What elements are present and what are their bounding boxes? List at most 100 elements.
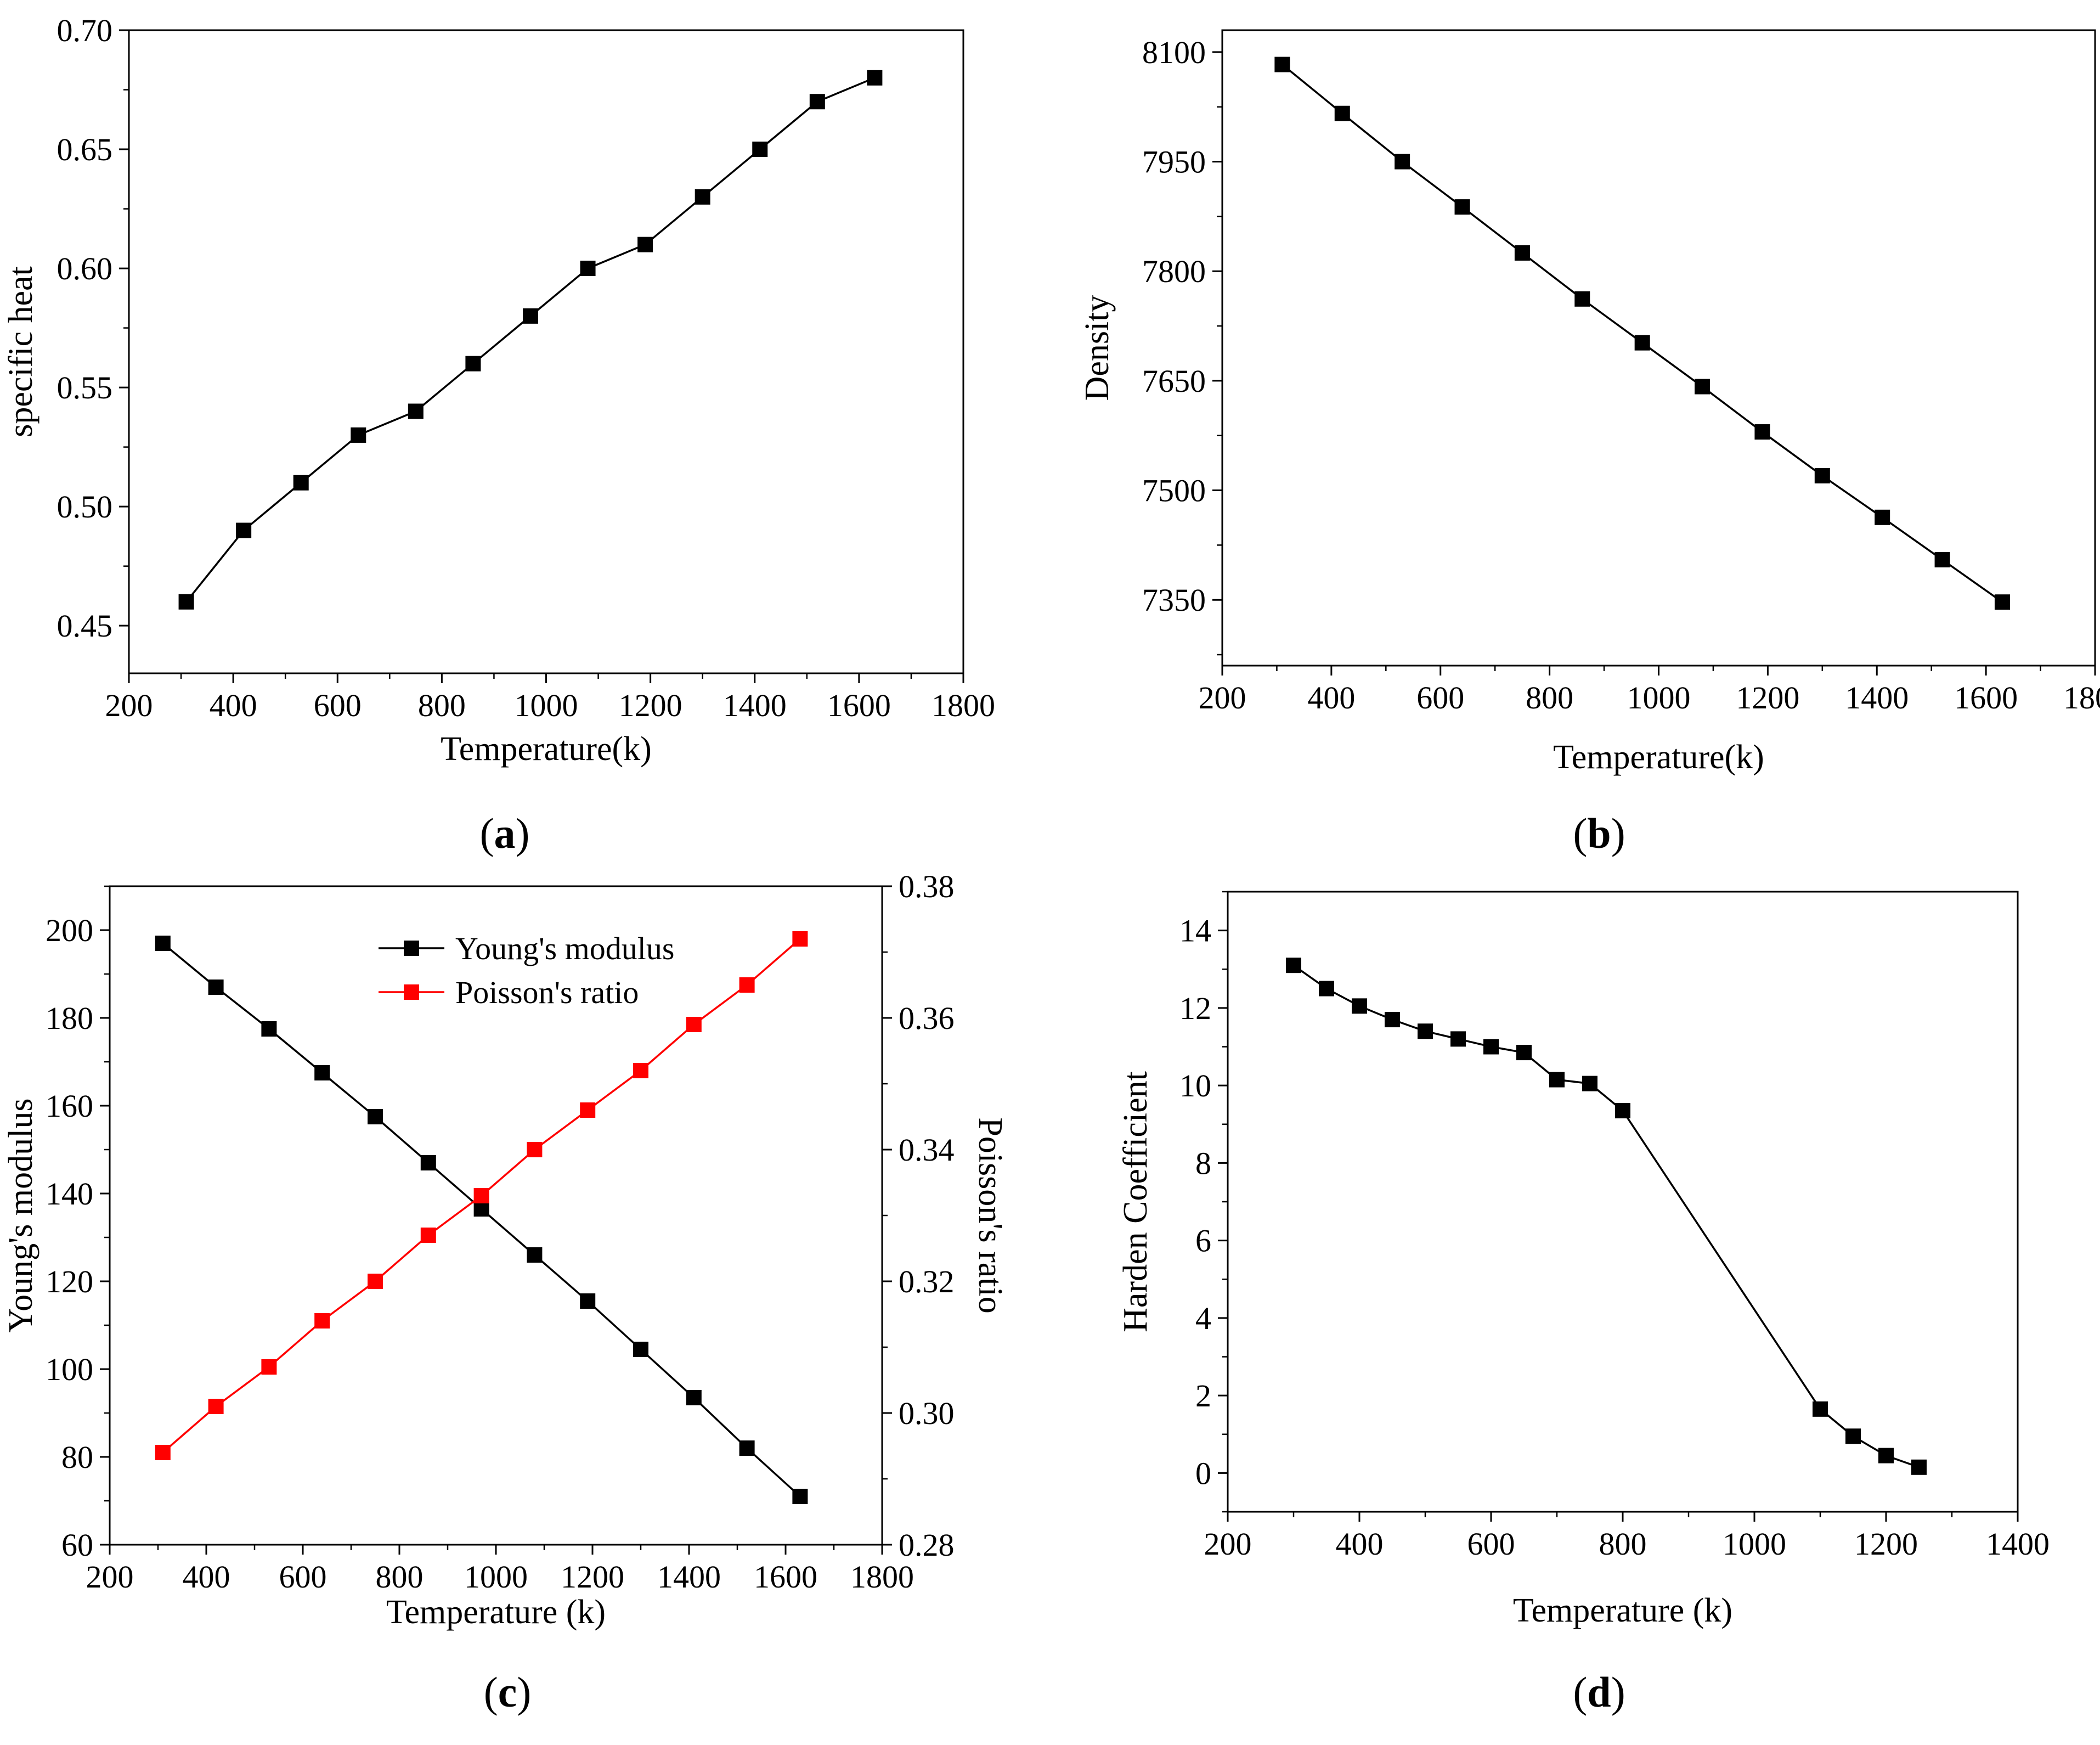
data-point-marker (1994, 594, 2010, 610)
x-axis-label: Temperature (k) (1513, 1592, 1732, 1629)
y-axis-label: Harden Coefficient (1117, 1071, 1154, 1332)
caption-close-paren: ) (1611, 1668, 1625, 1716)
x-tick-label: 1200 (561, 1559, 624, 1595)
data-point-marker (1274, 57, 1290, 72)
data-point-marker (473, 1201, 489, 1217)
y-axis-label: Young's modulus (2, 1099, 39, 1333)
y-tick-label: 0.50 (57, 489, 113, 525)
y2-tick-label: 0.32 (899, 1264, 955, 1299)
x-tick-label: 1200 (1736, 680, 1799, 716)
x-tick-label: 1200 (1854, 1526, 1918, 1562)
x-tick-label: 1800 (932, 688, 995, 723)
data-point-marker (1934, 552, 1950, 567)
y-tick-label: 10 (1179, 1068, 1211, 1104)
data-point-marker (1352, 998, 1367, 1014)
data-point-marker (1574, 291, 1590, 307)
data-point-marker (1450, 1031, 1466, 1047)
x-tick-label: 1000 (1723, 1526, 1786, 1562)
y2-tick-label: 0.30 (899, 1395, 955, 1431)
y-tick-label: 140 (46, 1176, 93, 1212)
data-point-marker (368, 1274, 383, 1289)
data-point-marker (368, 1109, 383, 1124)
data-point-marker (1615, 1103, 1630, 1119)
x-tick-label: 800 (1599, 1526, 1647, 1562)
x-tick-label: 400 (1336, 1526, 1384, 1562)
data-point-marker (261, 1359, 277, 1375)
panel-c: 200 400 600 800 1000 1200 1400 1600 1800 60 80 100 1… (2, 869, 1009, 1716)
data-point-marker (527, 1142, 543, 1157)
y-axis-label: Density (1079, 295, 1116, 401)
panel-d: 200 400 600 800 1000 1200 1400 0 2 4 6 8 10 12 14 Tempe… (1117, 891, 2050, 1716)
legend-marker (404, 941, 419, 956)
data-point-marker (208, 1399, 224, 1414)
x-tick-label: 1200 (619, 688, 682, 723)
x-tick-label: 1000 (464, 1559, 528, 1595)
x-tick-label: 1800 (850, 1559, 914, 1595)
data-point-marker (420, 1155, 436, 1170)
data-point-marker (637, 237, 653, 252)
data-point-marker (1845, 1428, 1861, 1444)
x-tick-label: 1800 (2063, 680, 2100, 716)
data-point-marker (314, 1065, 330, 1080)
data-point-marker (1549, 1072, 1565, 1088)
y-tick-label: 0.55 (57, 370, 113, 406)
data-point-marker (1875, 509, 1890, 525)
data-point-marker (695, 189, 710, 205)
data-point-marker (261, 1021, 277, 1037)
x-tick-label: 800 (1526, 680, 1573, 716)
data-point-marker (527, 1247, 543, 1263)
data-point-marker (1395, 154, 1410, 170)
x-tick-label: 800 (376, 1559, 424, 1595)
y-tick-label: 7500 (1142, 473, 1206, 509)
panel-a: 200 400 600 800 1000 1200 1400 1600 1800 0.45 0.50… (2, 13, 995, 857)
data-point-marker (867, 70, 883, 86)
data-point-marker (1582, 1076, 1597, 1091)
y-tick-label: 7950 (1142, 144, 1206, 180)
x-tick-label: 200 (86, 1559, 134, 1595)
data-point-marker (1516, 1045, 1532, 1061)
data-point-marker (1483, 1039, 1499, 1055)
x-tick-label: 1400 (1845, 680, 1909, 716)
y-tick-label: 160 (46, 1088, 93, 1124)
caption-close-paren: ) (1611, 809, 1625, 857)
data-point-marker (1634, 335, 1650, 351)
y2-tick-label: 0.38 (899, 869, 955, 904)
panel-caption: (b) (1573, 809, 1625, 857)
data-point-marker (739, 1440, 755, 1456)
data-point-marker (408, 403, 424, 419)
x-tick-label: 1600 (754, 1559, 817, 1595)
y-tick-label: 7650 (1142, 363, 1206, 399)
x-tick-label: 1400 (657, 1559, 721, 1595)
y-tick-label: 8100 (1142, 35, 1206, 70)
x-tick-label: 400 (210, 688, 257, 723)
data-point-marker (314, 1313, 330, 1329)
x-tick-label: 200 (1204, 1526, 1252, 1562)
y-tick-label: 200 (46, 913, 93, 948)
x-tick-label: 200 (1199, 680, 1246, 716)
data-point-marker (465, 356, 481, 371)
data-point-marker (580, 1293, 596, 1309)
data-point-marker (792, 931, 808, 947)
y-tick-label: 14 (1179, 913, 1211, 949)
legend-marker (404, 984, 419, 1000)
y-tick-label: 4 (1195, 1301, 1211, 1336)
data-point-marker (1334, 105, 1350, 121)
y-tick-label: 0.60 (57, 251, 113, 286)
caption-letter: d (1587, 1668, 1611, 1716)
data-point-marker (809, 94, 825, 110)
y-tick-label: 0.45 (57, 608, 113, 644)
x-tick-label: 400 (183, 1559, 230, 1595)
caption-open-paren: ( (1573, 809, 1587, 857)
y-tick-label: 7350 (1142, 582, 1206, 618)
caption-letter: a (494, 809, 516, 857)
y2-tick-label: 0.28 (899, 1527, 955, 1563)
data-point-marker (1385, 1012, 1400, 1028)
x-tick-label: 600 (1416, 680, 1464, 716)
data-point-marker (236, 522, 252, 538)
data-point-marker (580, 261, 596, 277)
x-tick-label: 1000 (1627, 680, 1691, 716)
y-tick-label: 60 (61, 1527, 93, 1563)
y2-tick-label: 0.34 (899, 1132, 955, 1168)
legend-label: Young's modulus (455, 931, 674, 966)
